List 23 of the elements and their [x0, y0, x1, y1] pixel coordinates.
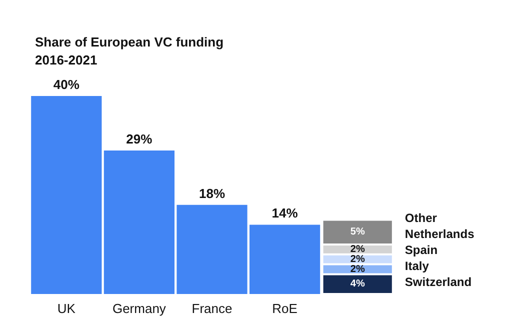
bar: [31, 96, 102, 294]
data-label: 5%: [350, 226, 365, 238]
series-label: Netherlands: [404, 227, 475, 242]
data-label: 4%: [350, 278, 365, 290]
x-tick-label: Germany: [112, 301, 166, 316]
bar: [176, 204, 248, 294]
data-label: 2%: [350, 264, 365, 275]
data-label: 18%: [198, 186, 226, 201]
data-label: 40%: [53, 77, 80, 92]
series-label: Switzerland: [404, 275, 472, 290]
series-label: Other: [404, 211, 438, 226]
series-label: Spain: [404, 243, 438, 258]
data-label: 2%: [350, 244, 365, 255]
x-tick-label: UK: [57, 301, 76, 316]
data-label: 2%: [350, 254, 365, 265]
series-label: Italy: [404, 259, 430, 274]
chart-title: Share of European VC funding 2016-2021: [35, 34, 224, 68]
bar: [249, 224, 320, 294]
data-label: 14%: [272, 206, 298, 221]
data-label: 29%: [126, 131, 153, 146]
x-tick-label: France: [192, 301, 232, 316]
x-tick-label: RoE: [272, 301, 298, 316]
bar: [104, 150, 175, 294]
